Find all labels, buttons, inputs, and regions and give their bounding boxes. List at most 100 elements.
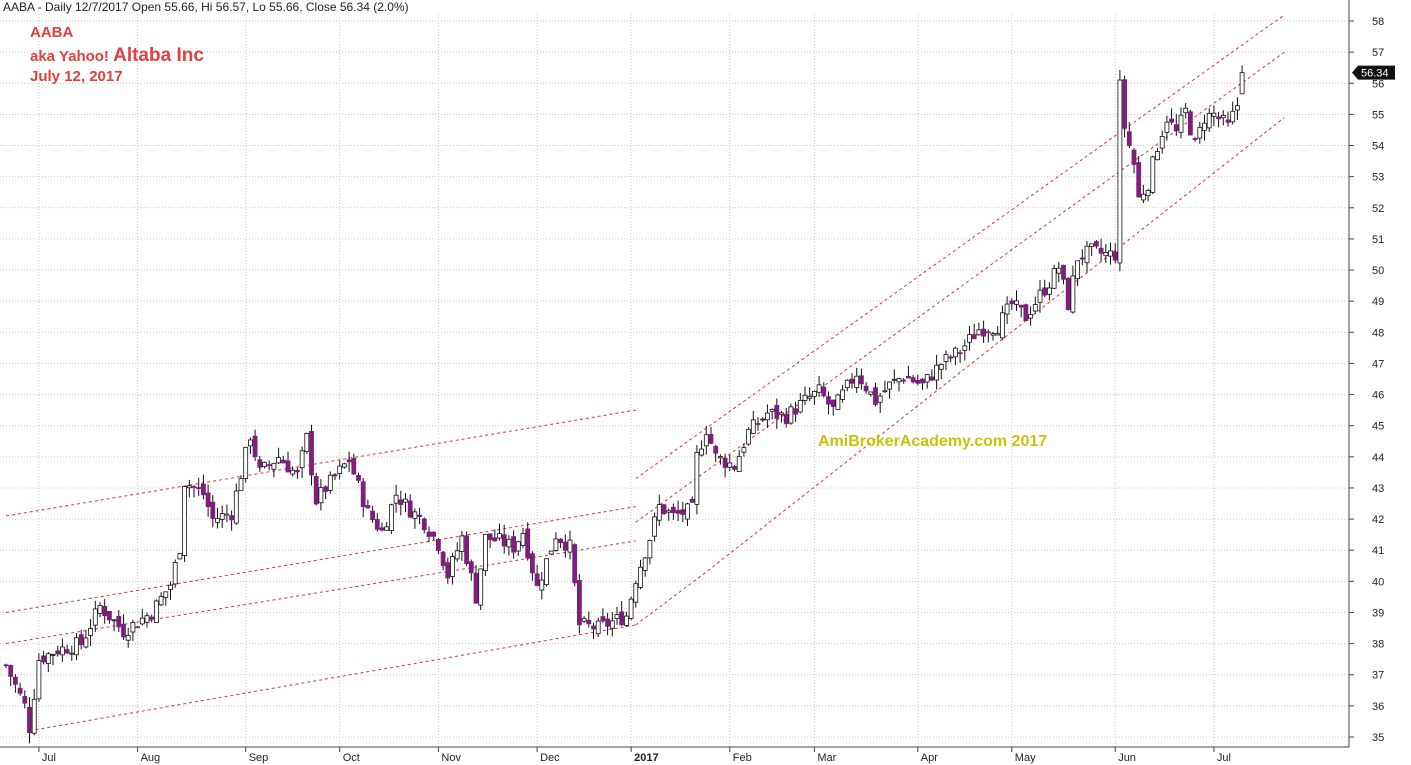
candle-down	[135, 626, 141, 629]
candle-down	[1065, 277, 1071, 311]
candle-up	[976, 329, 982, 336]
candle-up	[247, 439, 253, 447]
x-tick-label: May	[1015, 752, 1036, 764]
candle-up	[215, 518, 220, 523]
candle-up	[746, 429, 751, 445]
candle-up	[962, 345, 968, 351]
candle-down	[464, 535, 470, 564]
candle-up	[31, 698, 37, 734]
candle-down	[605, 618, 610, 627]
candle-down	[530, 553, 535, 574]
candle-down	[920, 378, 925, 384]
candle-down	[793, 408, 798, 415]
candle-up	[45, 653, 51, 664]
candle-down	[313, 475, 319, 505]
candle-up	[548, 550, 554, 555]
y-tick-label: 37	[1372, 670, 1384, 682]
candle-down	[102, 605, 108, 617]
candle-up	[1056, 267, 1062, 274]
candle-down	[41, 655, 46, 663]
candle-up	[727, 462, 733, 468]
candle-down	[1018, 304, 1024, 308]
y-tick-label: 50	[1372, 265, 1384, 277]
candle-down	[915, 379, 921, 384]
candle-down	[534, 573, 540, 586]
y-tick-label: 49	[1372, 296, 1384, 308]
candle-up	[595, 620, 601, 635]
candle-down	[826, 396, 831, 405]
x-tick-label: Jul	[42, 752, 56, 764]
candle-down	[680, 509, 686, 515]
chart-header: AABA - Daily 12/7/2017 Open 55.66, Hi 56…	[3, 0, 409, 14]
candle-up	[614, 614, 620, 619]
candle-up	[1197, 126, 1203, 139]
candle-down	[783, 413, 789, 425]
candle-down	[323, 486, 329, 492]
candle-up	[703, 434, 709, 447]
candle-up	[835, 394, 841, 410]
y-tick-label: 40	[1372, 576, 1384, 588]
candle-up	[1004, 303, 1010, 315]
candle-down	[671, 506, 676, 514]
candle-up	[699, 448, 704, 456]
candle-down	[1009, 300, 1015, 305]
candle-down	[591, 625, 596, 630]
candle-down	[1098, 247, 1104, 254]
candle-down	[257, 459, 263, 468]
candle-up	[544, 558, 549, 586]
candle-up	[539, 579, 545, 591]
candle-down	[205, 492, 211, 508]
x-tick-label: Jul	[1217, 752, 1231, 764]
candle-down	[863, 385, 869, 392]
candle-down	[435, 539, 441, 551]
y-tick-label: 51	[1372, 234, 1384, 246]
candle-down	[27, 706, 32, 734]
candle-up	[1235, 105, 1240, 111]
y-tick-label: 43	[1372, 483, 1384, 495]
y-tick-label: 44	[1372, 452, 1384, 464]
candle-down	[398, 499, 404, 505]
candle-down	[675, 509, 681, 514]
annotation-date: July 12, 2017	[30, 68, 123, 85]
candle-up	[1159, 135, 1165, 149]
candle-up	[854, 375, 860, 388]
candle-up	[1220, 115, 1226, 119]
trendline	[5, 540, 636, 645]
trendline	[635, 117, 1285, 626]
last-price-label: 56.34	[1361, 68, 1389, 80]
candle-down	[849, 378, 855, 384]
candle-down	[8, 665, 14, 677]
candle-up	[567, 539, 573, 553]
candle-up	[816, 384, 822, 393]
candle-up	[633, 583, 639, 603]
y-tick-label: 38	[1372, 639, 1384, 651]
candle-up	[262, 461, 267, 468]
candle-up	[1000, 312, 1005, 339]
candle-down	[661, 504, 667, 515]
y-tick-label: 45	[1372, 421, 1384, 433]
candle-down	[149, 616, 155, 620]
candle-up	[271, 462, 277, 470]
candle-down	[294, 469, 300, 473]
candle-down	[280, 459, 286, 464]
candle-up	[802, 394, 808, 401]
candle-down	[426, 531, 432, 537]
candle-down	[200, 483, 206, 496]
candle-up	[506, 538, 512, 548]
candle-up	[891, 378, 897, 381]
candle-down	[722, 457, 728, 468]
candle-down	[17, 687, 23, 694]
x-tick-label: Nov	[441, 752, 461, 764]
trendline	[635, 14, 1285, 480]
candle-up	[276, 457, 282, 464]
watermark: AmiBrokerAcademy.com 2017	[818, 433, 1048, 450]
candle-down	[55, 650, 61, 655]
candle-up	[765, 412, 770, 421]
candle-down	[365, 505, 371, 509]
candle-up	[1108, 250, 1113, 257]
y-tick-label: 47	[1372, 358, 1384, 370]
candle-down	[957, 352, 963, 355]
candle-down	[1192, 138, 1198, 140]
candle-up	[1070, 275, 1076, 313]
candle-down	[600, 616, 606, 622]
